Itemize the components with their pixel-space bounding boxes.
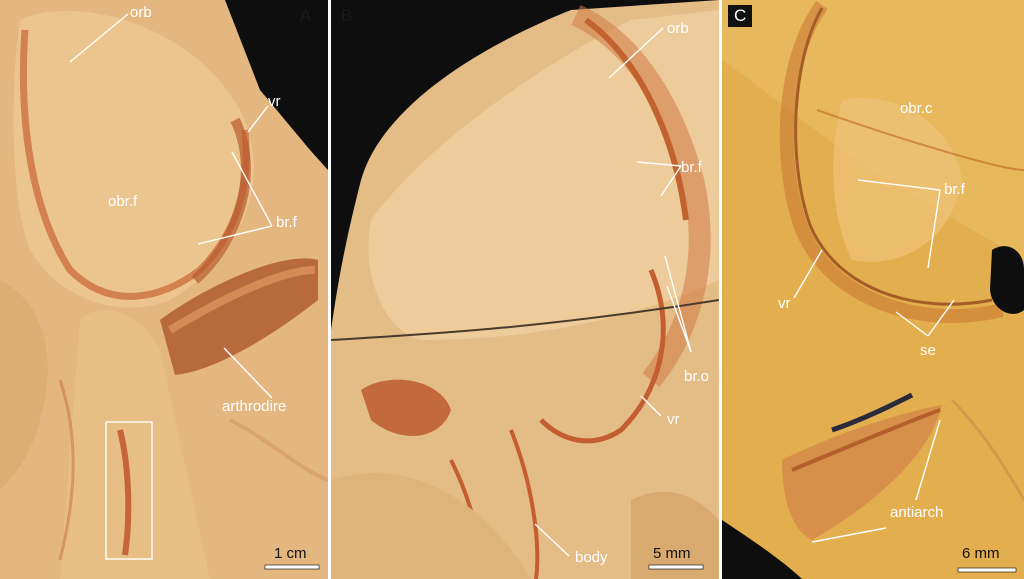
label-vr: vr xyxy=(778,295,791,312)
panel-b: B orb br.f br.o vr body 5 mm xyxy=(331,0,719,579)
label-obr-c: obr.c xyxy=(900,100,933,117)
scale-bar-label: 5 mm xyxy=(653,545,691,562)
label-br-o: br.o xyxy=(684,368,710,385)
panel-a: A orb vr obr.f br.f arthrodire 1 cm xyxy=(0,0,328,579)
panel-c: C obr.c br.f vr se antiarch 6 mm xyxy=(722,0,1024,579)
label-body: body xyxy=(575,549,608,566)
label-br-f: br.f xyxy=(276,214,297,231)
label-vr: vr xyxy=(268,93,281,110)
label-orb: orb xyxy=(667,20,689,37)
label-antiarch: antiarch xyxy=(890,504,944,521)
scale-bar-label: 1 cm xyxy=(274,545,307,562)
label-obr-f: obr.f xyxy=(108,193,138,210)
panel-a-photo xyxy=(0,0,328,579)
panel-b-letter: B xyxy=(341,6,353,25)
panel-c-letter: C xyxy=(728,5,753,27)
label-br-f: br.f xyxy=(944,181,965,198)
scale-bar-label: 6 mm xyxy=(962,545,1000,562)
panel-b-photo xyxy=(331,0,719,579)
panel-a-letter: A xyxy=(300,6,312,25)
panel-c-photo xyxy=(722,0,1024,579)
label-vr: vr xyxy=(667,411,680,428)
label-arthrodire: arthrodire xyxy=(222,398,287,415)
label-orb: orb xyxy=(130,4,152,21)
label-br-f: br.f xyxy=(681,159,702,176)
label-se: se xyxy=(920,342,936,359)
